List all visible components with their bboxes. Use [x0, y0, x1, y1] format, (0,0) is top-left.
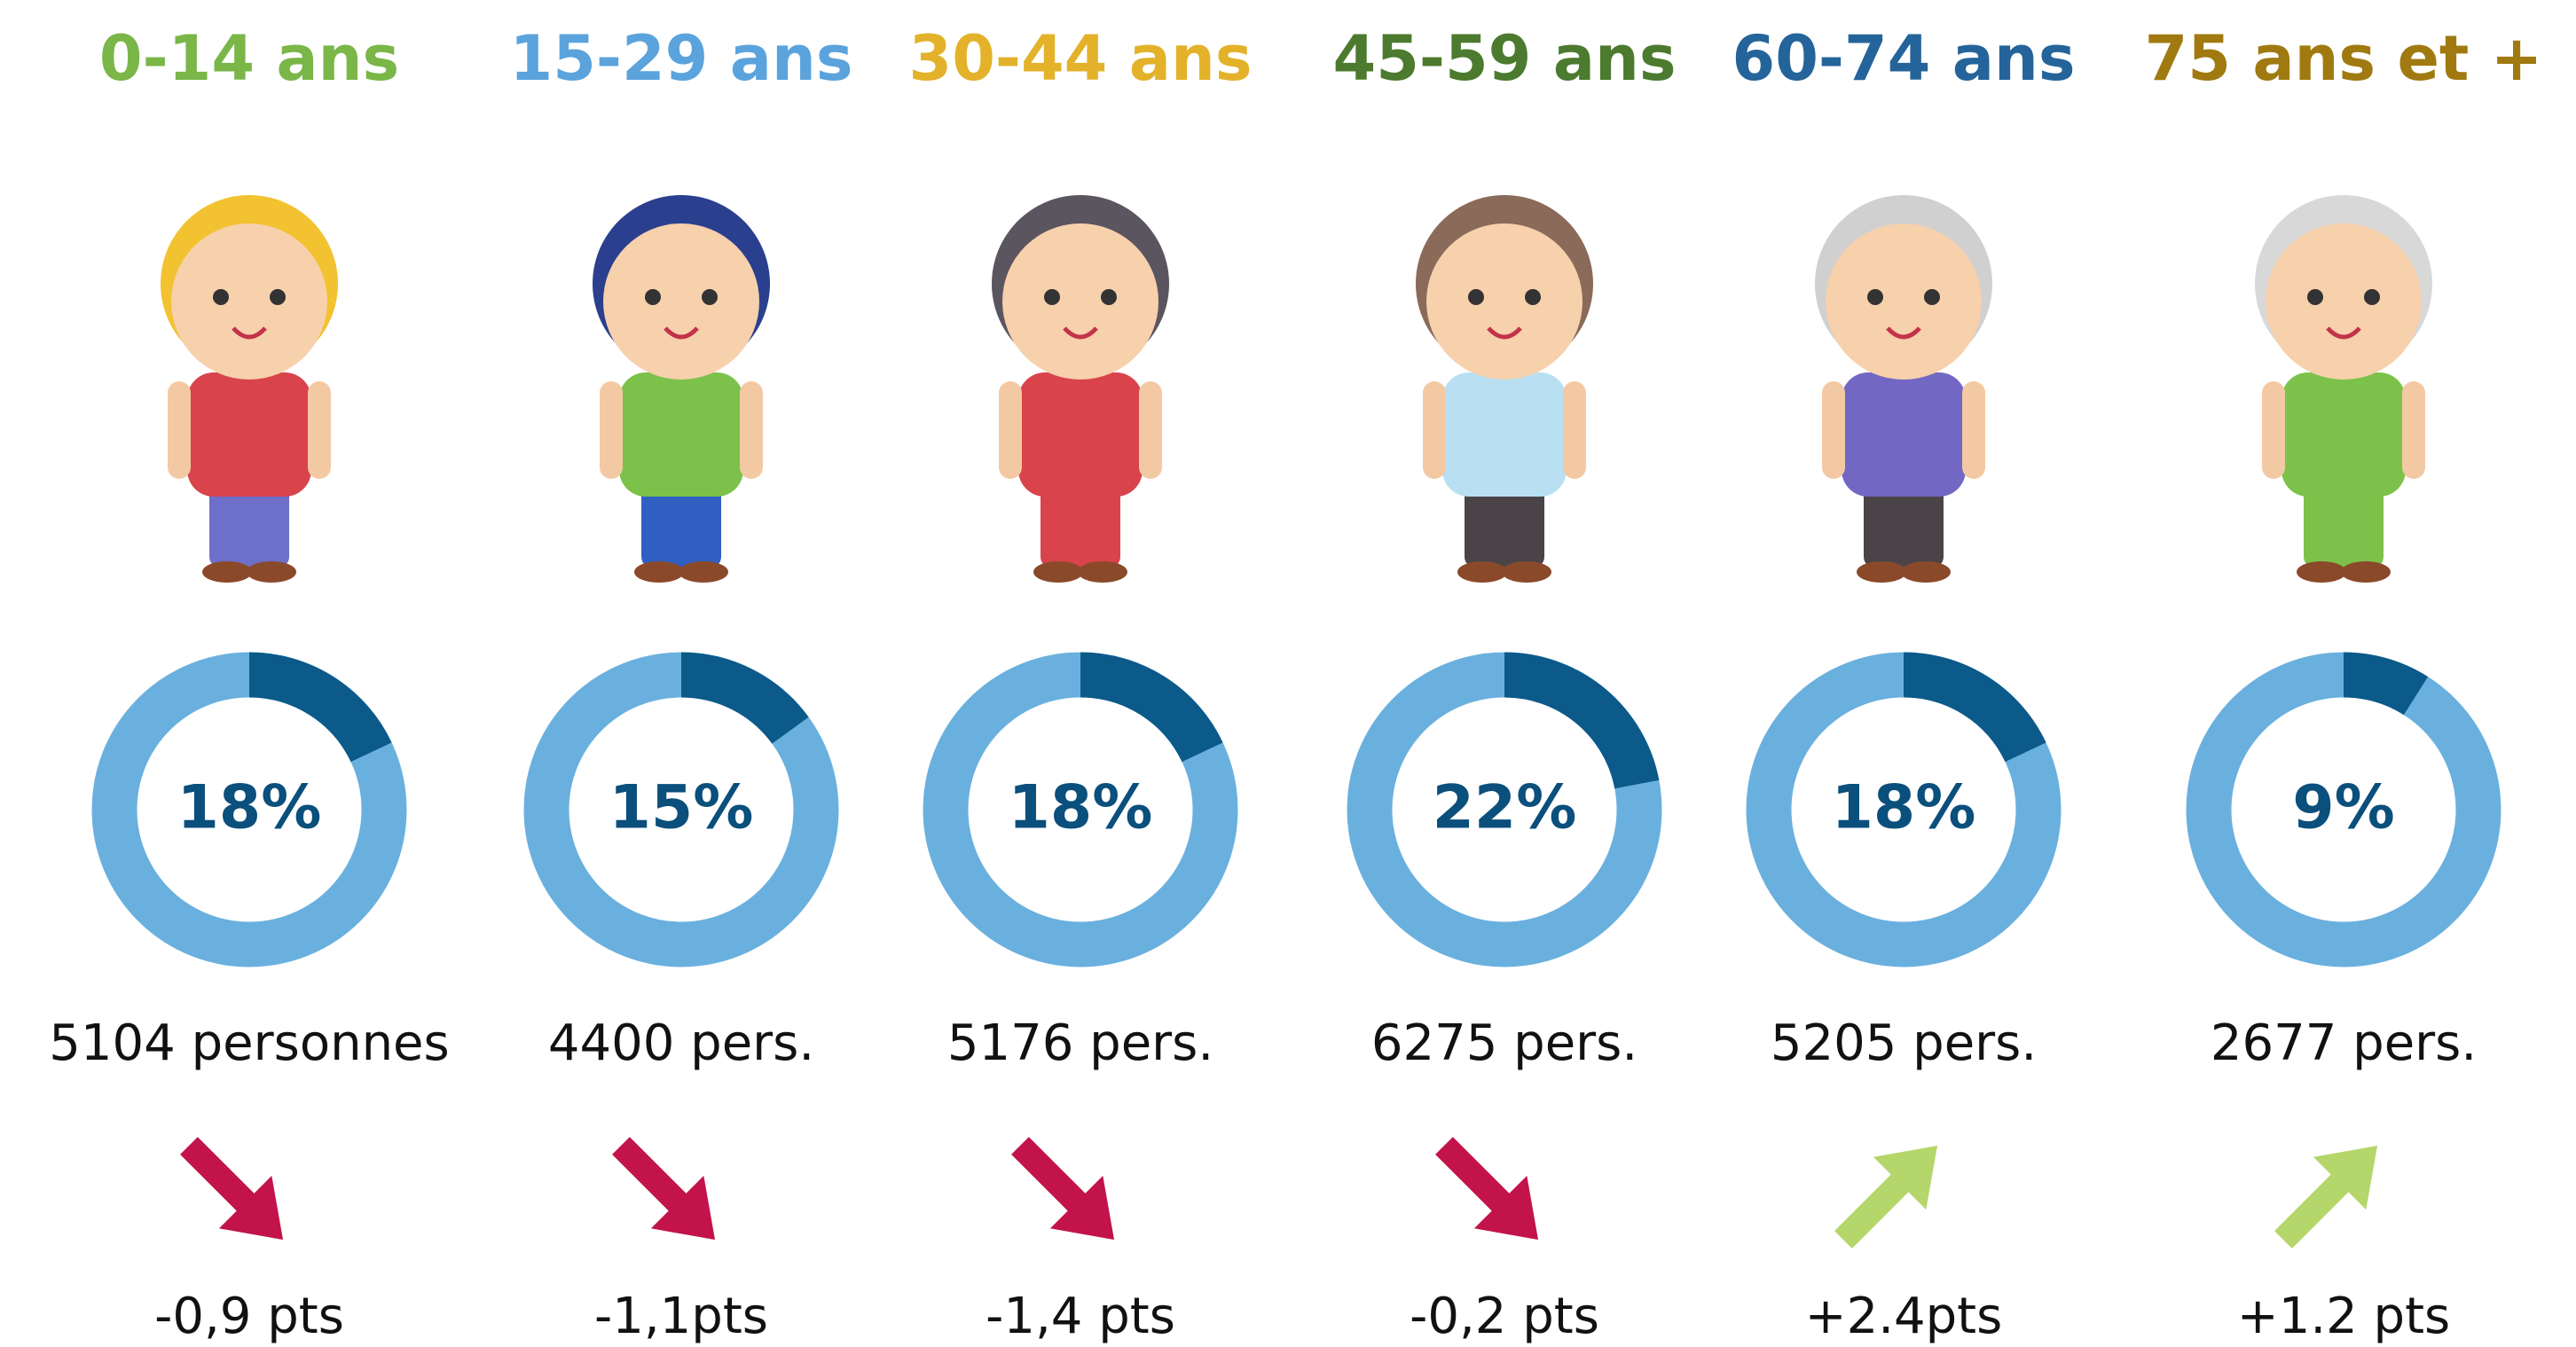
- figure-eye: [1924, 289, 1940, 305]
- figure-illustration: [593, 195, 770, 583]
- figure-arm: [1563, 381, 1586, 479]
- count-label: 2677 pers.: [2211, 1014, 2477, 1072]
- figure-eye: [1525, 289, 1541, 305]
- donut-segment: [681, 675, 790, 731]
- change-label: -1,1pts: [594, 1288, 768, 1345]
- figure-shoe: [2341, 561, 2391, 583]
- donut-value-label: 22%: [1433, 773, 1577, 843]
- donut-segment: [1504, 675, 1637, 785]
- donut-value-label: 18%: [1832, 773, 1976, 843]
- group-title: 30-44 ans: [909, 22, 1253, 95]
- group-title: 60-74 ans: [1732, 22, 2076, 95]
- figure-shoe: [202, 561, 252, 583]
- figure-head: [1426, 223, 1583, 380]
- group-title: 45-59 ans: [1333, 22, 1677, 95]
- group-title: 75 ans et +: [2145, 22, 2543, 95]
- trend-arrow: [2257, 1119, 2403, 1265]
- figure-eye: [2307, 289, 2323, 305]
- change-label: -1,4 pts: [986, 1288, 1175, 1345]
- trend-arrow: [162, 1119, 309, 1265]
- figure-shoe: [1457, 561, 1507, 583]
- figure-shoe: [679, 561, 728, 583]
- count-label: 5205 pers.: [1771, 1014, 2037, 1072]
- figure-eye: [1044, 289, 1060, 305]
- figure-eye: [1867, 289, 1883, 305]
- group-title: 15-29 ans: [510, 22, 853, 95]
- figure-shoe: [1857, 561, 1906, 583]
- figure-arm: [1139, 381, 1162, 479]
- donut-value-label: 9%: [2292, 773, 2394, 843]
- figure-shoe: [1502, 561, 1551, 583]
- figure-eye: [1101, 289, 1117, 305]
- figure-illustration: [992, 195, 1169, 583]
- figure-body: [187, 372, 311, 497]
- figure-shoe: [1033, 561, 1083, 583]
- figure-arm: [308, 381, 331, 479]
- figure-body: [1018, 372, 1143, 497]
- figure-arm: [1423, 381, 1446, 479]
- figure-head: [2266, 223, 2422, 380]
- figure-arm: [2402, 381, 2425, 479]
- trend-arrow: [1418, 1119, 1564, 1265]
- donut-segment: [249, 675, 372, 752]
- figure-arm: [999, 381, 1022, 479]
- figure-illustration: [161, 195, 338, 583]
- figure-eye: [213, 289, 229, 305]
- figure-arm: [168, 381, 191, 479]
- figure-body: [1442, 372, 1567, 497]
- figure-arm: [1822, 381, 1845, 479]
- trend-arrow: [1817, 1119, 1963, 1265]
- figure-head: [171, 223, 327, 380]
- change-label: +1.2 pts: [2237, 1288, 2450, 1345]
- figure-eye: [702, 289, 718, 305]
- figure-eye: [645, 289, 661, 305]
- figure-arm: [600, 381, 623, 479]
- figure-eye: [270, 289, 286, 305]
- figure-arm: [740, 381, 763, 479]
- donut-segment: [1080, 675, 1203, 752]
- change-label: +2.4pts: [1805, 1288, 2003, 1345]
- figure-head: [1826, 223, 1982, 380]
- figure-eye: [2364, 289, 2380, 305]
- figure-body: [2281, 372, 2406, 497]
- donut-value-label: 18%: [1009, 773, 1153, 843]
- figure-shoe: [1078, 561, 1127, 583]
- figure-arm: [2262, 381, 2285, 479]
- figure-shoe: [1901, 561, 1951, 583]
- figure-shoe: [247, 561, 296, 583]
- figure-illustration: [1815, 195, 1992, 583]
- figure-illustration: [2255, 195, 2432, 583]
- change-label: -0,9 pts: [154, 1288, 344, 1345]
- figure-shoe: [634, 561, 684, 583]
- change-label: -0,2 pts: [1410, 1288, 1599, 1345]
- count-label: 5104 personnes: [49, 1014, 449, 1072]
- figure-shoe: [2297, 561, 2346, 583]
- donut-value-label: 15%: [609, 773, 754, 843]
- count-label: 5176 pers.: [947, 1014, 1213, 1072]
- count-label: 4400 pers.: [548, 1014, 814, 1072]
- trend-arrow: [594, 1119, 741, 1265]
- figure-body: [1842, 372, 1966, 497]
- figure-eye: [1468, 289, 1484, 305]
- figure-body: [619, 372, 743, 497]
- group-title: 0-14 ans: [99, 22, 399, 95]
- donut-value-label: 18%: [177, 773, 322, 843]
- donut-segment: [1904, 675, 2026, 752]
- donut-segment: [2344, 675, 2415, 696]
- figure-head: [603, 223, 759, 380]
- infographic: 0-14 ans 18% 5104 personnes -0,9 pts 15-29 a…: [0, 0, 2576, 1347]
- trend-arrow: [993, 1119, 1140, 1265]
- figure-illustration: [1416, 195, 1593, 583]
- figure-arm: [1962, 381, 1985, 479]
- figure-head: [1002, 223, 1158, 380]
- count-label: 6275 pers.: [1371, 1014, 1637, 1072]
